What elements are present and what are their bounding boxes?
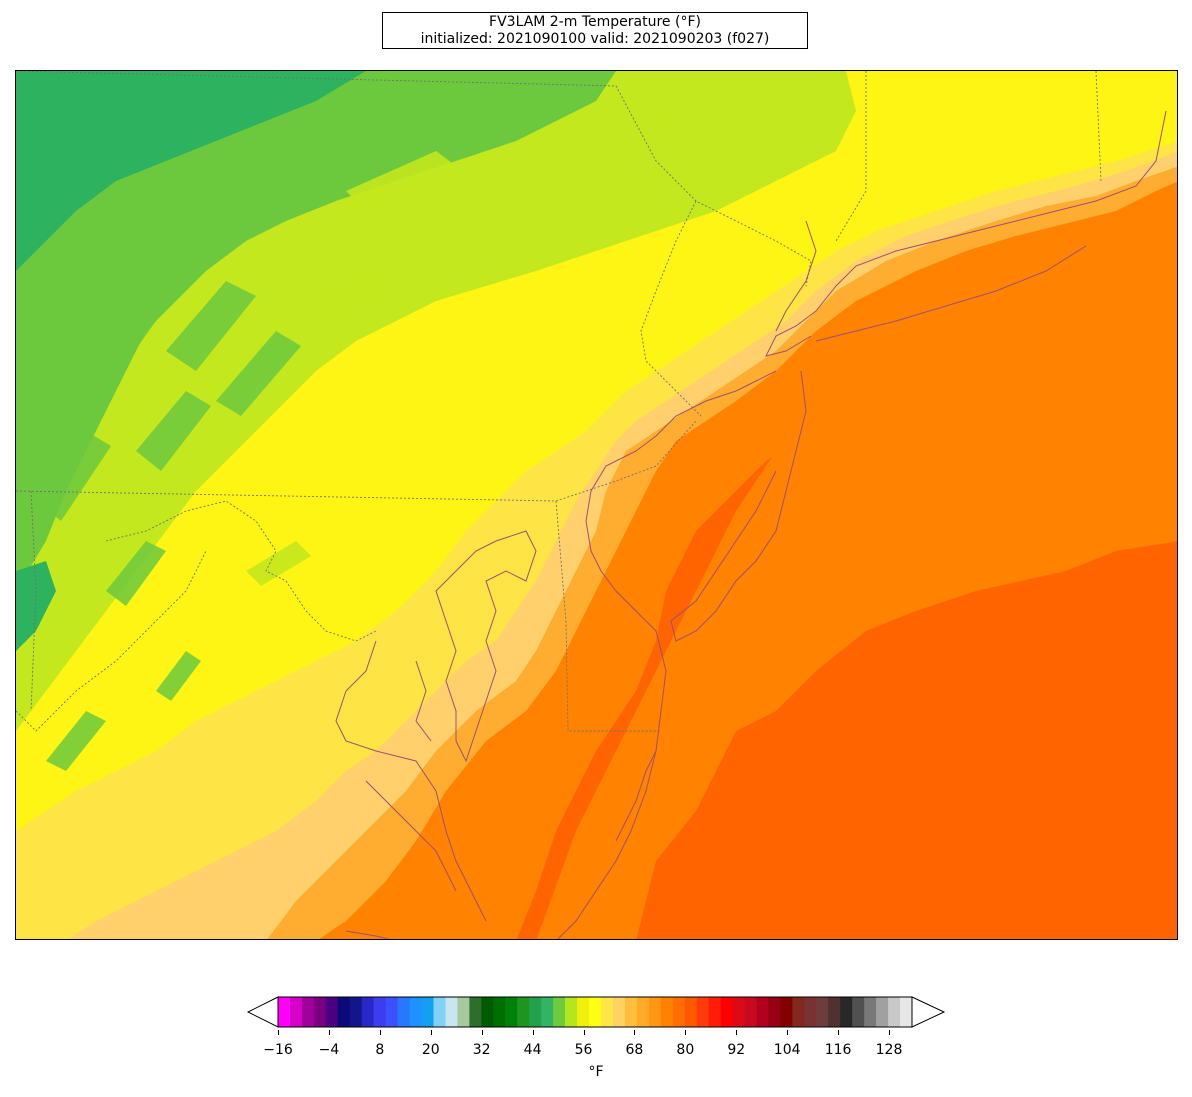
colorbar-tick-label: 32 (472, 1042, 491, 1058)
field-green (16, 71, 366, 271)
colorbar-cell (301, 997, 315, 1027)
colorbar-tick-label: 92 (727, 1042, 746, 1058)
colorbar-cell (864, 997, 877, 1027)
coastlines (335, 110, 1167, 939)
colorbar-tick-label: −4 (318, 1042, 340, 1058)
colorbar-tick-mark (787, 1030, 789, 1035)
colorbar-tick-label: 8 (375, 1042, 385, 1058)
colorbar-tick-mark (583, 1030, 585, 1035)
colorbar-cell (684, 997, 698, 1027)
colorbar-cell (852, 997, 865, 1027)
colorbar (246, 996, 946, 1028)
colorbar-cell (648, 997, 662, 1027)
colorbar-cell (732, 997, 746, 1027)
colorbar-cell (505, 997, 518, 1027)
colorbar-tick-mark (736, 1030, 738, 1035)
colorbar-cell (529, 997, 542, 1027)
colorbar-tick-mark (889, 1030, 890, 1035)
colorbar-unit-label: °F (588, 1064, 604, 1080)
colorbar-outline (277, 996, 913, 1028)
colorbar-cell (469, 997, 482, 1027)
colorbar-tick-label: 80 (676, 1042, 695, 1058)
colorbar-tick-label: −16 (263, 1042, 293, 1058)
colorbar-cell (517, 997, 530, 1027)
colorbar-cell (840, 997, 853, 1027)
colorbar-tick-mark (481, 1030, 483, 1035)
colorbar-cell (361, 997, 375, 1027)
colorbar-cell (457, 997, 470, 1027)
colorbar-tick-label: 116 (824, 1042, 852, 1058)
colorbar-cell (577, 997, 590, 1027)
title-line-1: FV3LAM 2-m Temperature (°F) (489, 14, 701, 30)
colorbar-cell (409, 997, 423, 1027)
colorbar-tick-label: 44 (523, 1042, 542, 1058)
colorbar-cell (337, 997, 351, 1027)
colorbar-cell (900, 997, 913, 1027)
colorbar-cell (385, 997, 399, 1027)
colorbar-tick-label: 20 (421, 1042, 440, 1058)
chart-title: FV3LAM 2-m Temperature (°F) initialized:… (382, 12, 808, 49)
colorbar-tick-mark (430, 1030, 432, 1035)
colorbar-cell (445, 997, 458, 1027)
colorbar-tick-label: 56 (574, 1042, 593, 1058)
colorbar-cell (481, 997, 494, 1027)
colorbar-tick-mark (532, 1030, 534, 1035)
colorbar-tick-mark (278, 1030, 279, 1035)
colorbar-cell (600, 997, 614, 1027)
colorbar-cell (828, 997, 841, 1027)
field-mid-green (16, 71, 616, 591)
title-line-2: initialized: 2021090100 valid: 202109020… (420, 31, 770, 47)
colorbar-tick-mark (838, 1030, 840, 1035)
colorbar-cell (325, 997, 339, 1027)
field-orange-ocean-north (536, 291, 1177, 939)
colorbar-cell (373, 997, 387, 1027)
colorbar-cell (433, 997, 446, 1027)
colorbar-cell (888, 997, 901, 1027)
colorbar-low-extend (246, 996, 279, 1028)
colorbar-cell (780, 997, 793, 1027)
colorbar-cell (289, 997, 303, 1027)
colorbar-cell (589, 997, 602, 1027)
colorbar-cell (612, 997, 626, 1027)
colorbar-cell (768, 997, 781, 1027)
field-green-patch-south (16, 561, 56, 651)
colorbar-cell (696, 997, 710, 1027)
colorbar-cell (397, 997, 411, 1027)
colorbar-tick-label: 104 (773, 1042, 801, 1058)
colorbar-cell (876, 997, 889, 1027)
colorbar-cell (756, 997, 769, 1027)
state-borders (16, 71, 1102, 732)
colorbar-cell (313, 997, 327, 1027)
temperature-map (15, 70, 1178, 940)
colorbar-cell (708, 997, 722, 1027)
colorbar-cell (541, 997, 554, 1027)
colorbar-tick-label: 128 (875, 1042, 903, 1058)
colorbar-tick-mark (328, 1030, 330, 1035)
colorbar-tick-mark (634, 1030, 636, 1035)
colorbar-cell (421, 997, 435, 1027)
colorbar-cell (565, 997, 578, 1027)
ridge-streaks (36, 281, 301, 771)
colorbar-high-extend (911, 996, 946, 1028)
colorbar-cell (792, 997, 805, 1027)
ridge-streaks-yellowgreen (246, 111, 771, 586)
colorbar-cell (744, 997, 757, 1027)
colorbar-cell (720, 997, 734, 1027)
colorbar-cell (553, 997, 566, 1027)
colorbar-cell (660, 997, 674, 1027)
colorbar-cell (804, 997, 817, 1027)
colorbar-cell (636, 997, 650, 1027)
colorbar-cell (278, 997, 291, 1027)
colorbar-cell (672, 997, 686, 1027)
colorbar-cell (493, 997, 506, 1027)
colorbar-cell (349, 997, 363, 1027)
colorbar-cell (816, 997, 829, 1027)
colorbar-tick-mark (379, 1030, 381, 1035)
colorbar-tick-label: 68 (625, 1042, 644, 1058)
colorbar-tick-mark (685, 1030, 687, 1035)
colorbar-cell (624, 997, 638, 1027)
